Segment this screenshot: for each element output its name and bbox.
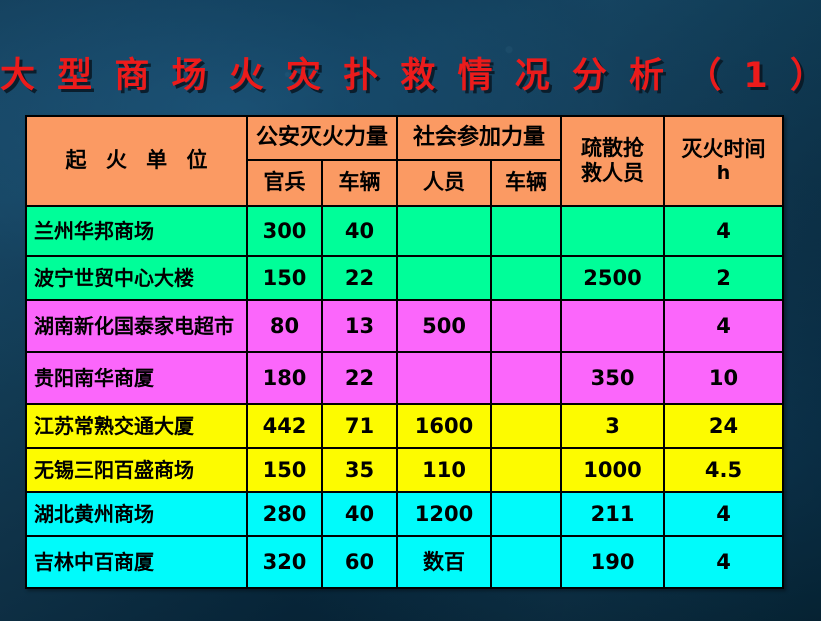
cell-social-vehicles: [490, 403, 563, 449]
cell-social-people: [396, 255, 493, 301]
col-header-duration-unit: h: [716, 162, 731, 185]
cell-police-officers: 320: [246, 535, 323, 589]
cell-fire-unit-name: 波宁世贸中心大楼: [25, 255, 248, 301]
cell-fire-unit-name: 兰州华邦商场: [25, 205, 248, 257]
cell-fire-unit-name: 江苏常熟交通大厦: [25, 403, 248, 449]
col-header-duration-label: 灭火时间: [681, 137, 766, 162]
cell-police-officers: 300: [246, 205, 323, 257]
cell-extinguish-time: 4: [663, 299, 785, 353]
cell-police-officers: 442: [246, 403, 323, 449]
cell-police-vehicles: 71: [320, 403, 399, 449]
table-header-row-2: 官兵 车辆 人员 车辆: [26, 159, 783, 207]
cell-police-vehicles: 22: [320, 255, 399, 301]
cell-police-vehicles: 40: [320, 491, 399, 537]
cell-police-officers: 180: [246, 351, 323, 405]
slide-title: 大 型 商 场 火 灾 扑 救 情 况 分 析 （ 1 ）: [0, 56, 821, 96]
cell-fire-unit-name: 吉林中百商厦: [25, 535, 248, 589]
cell-social-people: 500: [396, 299, 493, 353]
cell-extinguish-time: 24: [663, 403, 785, 449]
table-header: 起 火 单 位 公安灭火力量 社会参加力量 疏散抢 救人员 灭火时间 h 官兵 车辆…: [25, 115, 785, 207]
col-header-evacuated-line1: 疏散抢: [581, 136, 645, 161]
col-header-unit: 起 火 单 位: [25, 115, 248, 207]
table-row: 波宁世贸中心大楼 150 22 2500 2: [25, 255, 785, 301]
cell-police-vehicles: 35: [320, 447, 399, 493]
cell-police-vehicles: 22: [320, 351, 399, 405]
col-group-header-social-force: 社会参加力量: [396, 115, 563, 161]
fire-data-table: 起 火 单 位 公安灭火力量 社会参加力量 疏散抢 救人员 灭火时间 h 官兵 车辆…: [25, 115, 785, 589]
cell-extinguish-time: 10: [663, 351, 785, 405]
cell-extinguish-time: 4: [663, 491, 785, 537]
table-row: 兰州华邦商场 300 40 4: [25, 205, 785, 257]
cell-social-vehicles: [490, 491, 563, 537]
cell-police-vehicles: 40: [320, 205, 399, 257]
cell-evacuated-rescued: 2500: [560, 255, 666, 301]
cell-evacuated-rescued: 3: [560, 403, 666, 449]
cell-police-officers: 150: [246, 447, 323, 493]
cell-fire-unit-name: 湖北黄州商场: [25, 491, 248, 537]
cell-evacuated-rescued: [560, 205, 666, 257]
cell-social-vehicles: [490, 299, 563, 353]
cell-police-officers: 280: [246, 491, 323, 537]
cell-social-vehicles: [490, 447, 563, 493]
cell-extinguish-time: 2: [663, 255, 785, 301]
cell-police-vehicles: 13: [320, 299, 399, 353]
cell-extinguish-time: 4: [663, 535, 785, 589]
cell-evacuated-rescued: [560, 299, 666, 353]
table-row: 湖南新化国泰家电超市 80 13 500 4: [25, 299, 785, 353]
cell-extinguish-time: 4: [663, 205, 785, 257]
table-row: 吉林中百商厦 320 60 数百 190 4: [25, 535, 785, 589]
col-header-extinguish-time: 灭火时间 h: [663, 115, 785, 207]
cell-evacuated-rescued: 350: [560, 351, 666, 405]
col-header-police-officers: 官兵: [246, 159, 323, 207]
col-header-social-vehicles: 车辆: [490, 159, 563, 207]
cell-social-vehicles: [490, 351, 563, 405]
cell-social-people: [396, 205, 493, 257]
cell-evacuated-rescued: 1000: [560, 447, 666, 493]
cell-social-people: 1200: [396, 491, 493, 537]
table-body: 兰州华邦商场 300 40 4 波宁世贸中心大楼 150 22 2500 2 湖南新化国泰家电超市…: [25, 205, 785, 589]
table-row: 江苏常熟交通大厦 442 71 1600 3 24: [25, 403, 785, 449]
cell-social-vehicles: [490, 535, 563, 589]
table-row: 贵阳南华商厦 180 22 350 10: [25, 351, 785, 405]
cell-police-officers: 80: [246, 299, 323, 353]
table-header-row-1: 起 火 单 位 公安灭火力量 社会参加力量 疏散抢 救人员 灭火时间 h: [25, 115, 785, 207]
col-header-social-people: 人员: [396, 159, 493, 207]
table-row: 湖北黄州商场 280 40 1200 211 4: [25, 491, 785, 537]
cell-fire-unit-name: 贵阳南华商厦: [25, 351, 248, 405]
cell-social-people: 数百: [396, 535, 493, 589]
cell-evacuated-rescued: 211: [560, 491, 666, 537]
cell-social-people: 110: [396, 447, 493, 493]
col-header-evacuated-rescued: 疏散抢 救人员: [560, 115, 666, 207]
cell-fire-unit-name: 无锡三阳百盛商场: [25, 447, 248, 493]
col-header-police-vehicles: 车辆: [320, 159, 399, 207]
cell-evacuated-rescued: 190: [560, 535, 666, 589]
cell-police-officers: 150: [246, 255, 323, 301]
cell-social-people: 1600: [396, 403, 493, 449]
cell-extinguish-time: 4.5: [663, 447, 785, 493]
cell-social-people: [396, 351, 493, 405]
cell-social-vehicles: [490, 255, 563, 301]
fire-data-table-container: 起 火 单 位 公安灭火力量 社会参加力量 疏散抢 救人员 灭火时间 h 官兵 车辆…: [25, 115, 785, 589]
table-row: 无锡三阳百盛商场 150 35 110 1000 4.5: [25, 447, 785, 493]
col-header-evacuated-line2: 救人员: [581, 161, 645, 185]
cell-fire-unit-name: 湖南新化国泰家电超市: [25, 299, 248, 353]
col-group-header-police-force: 公安灭火力量: [245, 115, 399, 161]
cell-social-vehicles: [490, 205, 563, 257]
cell-police-vehicles: 60: [320, 535, 399, 589]
